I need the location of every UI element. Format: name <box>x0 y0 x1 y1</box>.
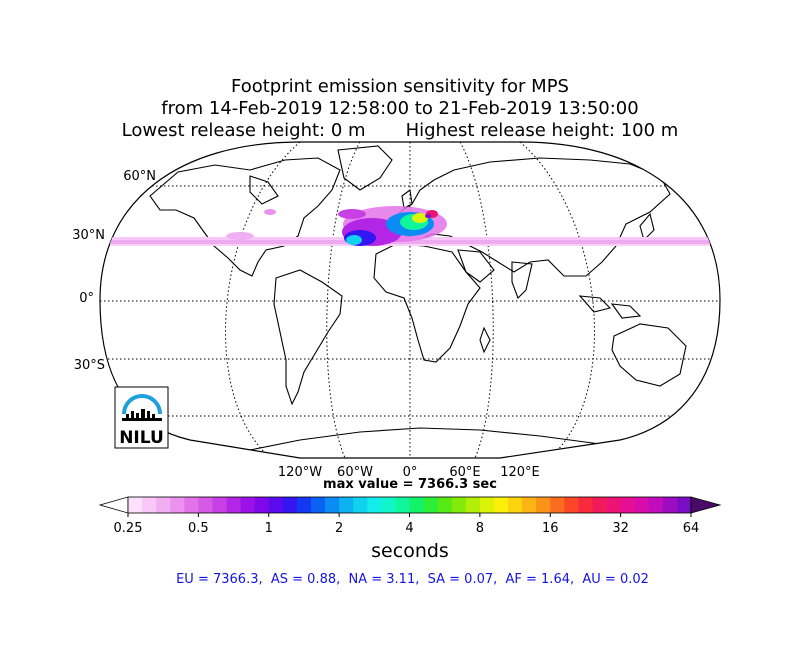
footprint-plume <box>226 206 447 246</box>
colorbar-swatch <box>493 497 509 513</box>
colorbar-tick-label: 4 <box>405 521 413 536</box>
colorbar-swatch <box>606 497 622 513</box>
lat-label-30s: 30°S <box>74 358 105 373</box>
title-line-2: from 14-Feb-2019 12:58:00 to 21-Feb-2019… <box>161 98 639 119</box>
lon-label-0: 0° <box>403 465 418 480</box>
colorbar-swatch <box>536 497 551 513</box>
lat-label-60n: 60°N <box>123 169 156 184</box>
colorbar-swatch <box>381 497 396 513</box>
colorbar-swatch <box>353 497 368 513</box>
lon-label-120w: 120°W <box>278 465 322 480</box>
colorbar-extend-low <box>98 496 129 514</box>
colorbar-swatch <box>395 497 410 513</box>
colorbar-tick-label: 8 <box>476 521 484 536</box>
colorbar-swatch <box>310 497 326 513</box>
colorbar-swatch <box>522 497 537 513</box>
colorbar-swatch <box>423 497 439 513</box>
colorbar-ticks: 0.25 0.5 1 2 4 8 16 32 64 <box>114 513 700 536</box>
colorbar-swatch <box>240 497 256 513</box>
colorbar-tick-label: 64 <box>683 521 700 536</box>
colorbar-swatch <box>254 497 270 513</box>
title-line-1: Footprint emission sensitivity for MPS <box>231 76 569 97</box>
lon-label-60e: 60°E <box>449 465 480 480</box>
colorbar-tick-label: 16 <box>542 521 559 536</box>
lon-label-120e: 120°E <box>500 465 540 480</box>
title-line-3: Lowest release height: 0 m Highest relea… <box>121 120 679 141</box>
colorbar <box>98 496 722 514</box>
colorbar-swatch <box>451 497 467 513</box>
colorbar-swatch <box>578 497 593 513</box>
colorbar-swatch <box>142 497 157 513</box>
colorbar-swatch <box>198 497 213 513</box>
colorbar-swatch <box>620 497 636 513</box>
longitude-labels: 120°W 60°W 0° 60°E 120°E <box>278 465 540 480</box>
logo-arc-icon <box>122 394 162 415</box>
colorbar-swatch <box>564 497 579 513</box>
colorbar-swatch <box>465 497 481 513</box>
colorbar-tick-label: 0.25 <box>114 521 143 536</box>
colorbar-swatch <box>170 497 185 513</box>
colorbar-swatch <box>550 497 565 513</box>
colorbar-swatch <box>367 497 382 513</box>
colorbar-swatch <box>662 497 678 513</box>
colorbar-swatch <box>212 497 227 513</box>
colorbar-swatch <box>296 497 312 513</box>
colorbar-swatch <box>437 497 453 513</box>
colorbar-swatch <box>282 497 298 513</box>
colorbar-swatch <box>156 497 171 513</box>
colorbar-swatch <box>648 497 664 513</box>
colorbar-swatch <box>325 497 340 513</box>
colorbar-unit-label: seconds <box>371 540 449 562</box>
nilu-logo: NILU <box>114 386 169 449</box>
max-value-label: max value = 7366.3 sec <box>323 477 497 492</box>
colorbar-tick-label: 2 <box>335 521 343 536</box>
region-stats: EU = 7366.3, AS = 0.88, NA = 3.11, SA = … <box>176 572 649 587</box>
latitude-labels: 60°N 30°N 0° 30°S <box>72 169 156 373</box>
colorbar-swatch <box>339 497 354 513</box>
colorbar-tick-label: 1 <box>265 521 273 536</box>
colorbar-swatch <box>268 497 284 513</box>
graticule-meridians <box>225 142 595 458</box>
colorbar-swatch <box>409 497 424 513</box>
colorbar-swatch <box>184 497 199 513</box>
colorbar-swatch <box>479 497 495 513</box>
colorbar-swatch <box>226 497 241 513</box>
colorbar-swatch <box>128 497 143 513</box>
colorbar-extend-high <box>690 496 722 514</box>
logo-skyline-icon <box>122 409 162 421</box>
colorbar-tick-label: 0.5 <box>188 521 209 536</box>
colorbar-swatch <box>676 497 692 513</box>
colorbar-swatch <box>634 497 650 513</box>
colorbar-swatch <box>592 497 607 513</box>
lat-label-0: 0° <box>79 291 94 306</box>
colorbar-tick-label: 32 <box>612 521 629 536</box>
colorbar-swatch <box>508 497 523 513</box>
logo-text: NILU <box>119 428 164 448</box>
lat-label-30n: 30°N <box>72 228 105 243</box>
lon-label-60w: 60°W <box>337 465 373 480</box>
